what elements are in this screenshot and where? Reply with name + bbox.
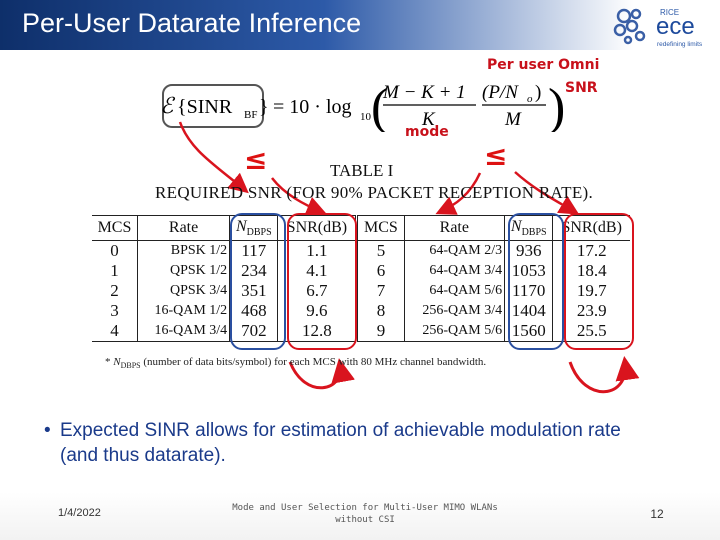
formula-sinr-close: } xyxy=(259,96,269,118)
header-ndbps-right: NDBPS xyxy=(504,215,553,241)
cell-mcs: 5 xyxy=(355,240,405,261)
formula-frac2-den: M xyxy=(504,109,522,130)
arrow-loop-right xyxy=(568,356,640,394)
cell-ndbps: 234 xyxy=(229,261,278,281)
logo-ece-text: ece xyxy=(656,13,695,40)
cell-rate: QPSK 3/4 xyxy=(136,281,230,301)
cell-ndbps: 351 xyxy=(229,281,278,301)
cell-rate: BPSK 1/2 xyxy=(136,240,230,261)
formula-frac1-den: K xyxy=(421,109,436,130)
leq-right-symbol: ≤ xyxy=(484,139,508,172)
cell-mcs: 7 xyxy=(355,281,405,301)
cell-mcs: 9 xyxy=(355,321,405,342)
cell-rate: 64-QAM 5/6 xyxy=(403,281,505,301)
cell-ndbps: 936 xyxy=(504,240,553,261)
bullet-text: Expected SINR allows for estimation of a… xyxy=(60,420,621,466)
annotation-snr: SNR xyxy=(565,80,598,96)
table-row: 2 QPSK 3/4 351 6.7 7 64-QAM 5/6 1170 19.… xyxy=(92,281,630,301)
cell-snr: 19.7 xyxy=(552,281,630,301)
snr-left-highlight xyxy=(287,213,357,350)
cell-ndbps: 1560 xyxy=(504,321,553,342)
header-rate-right: Rate xyxy=(403,215,505,241)
annotation-mode: mode xyxy=(405,124,449,140)
cell-mcs: 6 xyxy=(355,261,405,281)
cell-ndbps: 1053 xyxy=(504,261,553,281)
cell-mcs: 1 xyxy=(110,261,119,280)
table-row: 3 16-QAM 1/2 468 9.6 8 256-QAM 3/4 1404 … xyxy=(92,301,630,321)
footer-bar xyxy=(0,492,720,540)
cell-ndbps: 702 xyxy=(229,321,278,342)
formula-frac1-num: M − K + 1 xyxy=(382,82,466,103)
cell-rate: 16-QAM 1/2 xyxy=(136,301,230,321)
bullet-point: • Expected SINR allows for estimation of… xyxy=(44,418,658,468)
cell-rate: QPSK 1/2 xyxy=(136,261,230,281)
footer-page-number: 12 xyxy=(650,507,664,521)
cell-mcs: 2 xyxy=(110,281,119,300)
header-mcs-right: MCS xyxy=(355,215,405,241)
footer-title: Mode and User Selection for Multi-User M… xyxy=(232,503,498,525)
cell-rate: 256-QAM 3/4 xyxy=(403,301,505,321)
formula-frac2-num-sub: o xyxy=(527,93,533,105)
table-header-row: MCS Rate NDBPS SNR(dB) MCS Rate NDBPS SN… xyxy=(92,215,630,241)
formula-sinr-sub: BF xyxy=(244,109,257,121)
header-ndbps-left: NDBPS xyxy=(229,215,278,241)
footer-date: 1/4/2022 xyxy=(58,507,101,519)
svg-text:(: ( xyxy=(371,79,388,132)
header-mcs-left: MCS xyxy=(92,215,138,241)
cell-mcs: 0 xyxy=(110,241,119,260)
snr-right-highlight xyxy=(564,213,634,350)
cell-snr: 4.1 xyxy=(277,261,357,281)
mcs-snr-table: MCS Rate NDBPS SNR(dB) MCS Rate NDBPS SN… xyxy=(92,215,630,342)
cell-snr: 1.1 xyxy=(277,240,357,261)
table-row: 1 QPSK 1/2 234 4.1 6 64-QAM 3/4 1053 18.… xyxy=(92,261,630,281)
cell-snr: 6.7 xyxy=(277,281,357,301)
cell-mcs: 4 xyxy=(92,321,138,342)
formula-equals: = 10 · log xyxy=(273,96,352,118)
ndbps-right-highlight xyxy=(508,213,564,350)
leq-left-symbol: ≤ xyxy=(244,143,268,176)
table-caption-title: TABLE I xyxy=(330,161,394,180)
cell-snr: 17.2 xyxy=(552,240,630,261)
cell-snr: 18.4 xyxy=(552,261,630,281)
ndbps-left-highlight xyxy=(230,213,286,350)
cell-rate: 256-QAM 5/6 xyxy=(403,321,505,342)
cell-ndbps: 468 xyxy=(229,301,278,321)
formula-expectation: ℰ xyxy=(160,93,176,118)
slide-title: Per-User Datarate Inference xyxy=(22,8,362,38)
header-snr-left: SNR(dB) xyxy=(277,215,357,241)
rice-ece-logo: RICE ece redefining limits xyxy=(610,2,720,50)
bullet-symbol: • xyxy=(44,420,51,441)
logo-rice-text: RICE xyxy=(660,8,679,17)
header-rate-left: Rate xyxy=(136,215,230,241)
table-footnote: * NDBPS (number of data bits/symbol) for… xyxy=(105,356,487,371)
logo-tagline: redefining limits xyxy=(657,41,703,48)
cell-ndbps: 1170 xyxy=(504,281,553,301)
table-row: 0 BPSK 1/2 117 1.1 5 64-QAM 2/3 936 17.2 xyxy=(92,240,630,261)
cell-mcs: 8 xyxy=(355,301,405,321)
table-caption-subtitle: REQUIRED SNR (FOR 90% PACKET RECEPTION R… xyxy=(155,183,594,202)
cell-snr: 12.8 xyxy=(277,321,357,342)
cell-ndbps: 1404 xyxy=(504,301,553,321)
table-row: 4 16-QAM 3/4 702 12.8 9 256-QAM 5/6 1560… xyxy=(92,321,630,342)
title-bar xyxy=(0,0,720,50)
formula-frac2-num-close: ) xyxy=(535,82,541,103)
formula-frac2-num: (P/N xyxy=(482,82,519,103)
formula-log-base: 10 xyxy=(360,111,372,123)
cell-rate: 16-QAM 3/4 xyxy=(136,321,230,342)
annotation-per-user-omni: Per user Omni xyxy=(487,57,600,73)
svg-text:): ) xyxy=(548,79,565,132)
cell-mcs: 3 xyxy=(110,301,119,320)
arrow-sinr-to-table xyxy=(178,121,249,194)
cell-rate: 64-QAM 3/4 xyxy=(403,261,505,281)
cell-snr: 25.5 xyxy=(552,321,630,342)
cell-rate: 64-QAM 2/3 xyxy=(403,240,505,261)
formula-sinr: {SINR xyxy=(177,96,233,118)
cell-snr: 9.6 xyxy=(277,301,357,321)
cell-snr: 23.9 xyxy=(552,301,630,321)
sinr-formula: ℰ {SINR BF } = 10 · log 10 ( M − K + 1 K… xyxy=(160,79,565,132)
